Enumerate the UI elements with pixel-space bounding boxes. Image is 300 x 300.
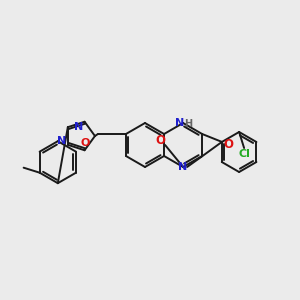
Text: H: H: [184, 119, 192, 129]
Text: Cl: Cl: [238, 149, 250, 159]
Text: O: O: [81, 138, 90, 148]
Text: N: N: [74, 122, 83, 132]
Text: N: N: [57, 136, 66, 146]
Text: O: O: [223, 137, 233, 151]
Text: O: O: [155, 134, 165, 146]
Text: N: N: [176, 118, 185, 128]
Text: N: N: [178, 162, 188, 172]
